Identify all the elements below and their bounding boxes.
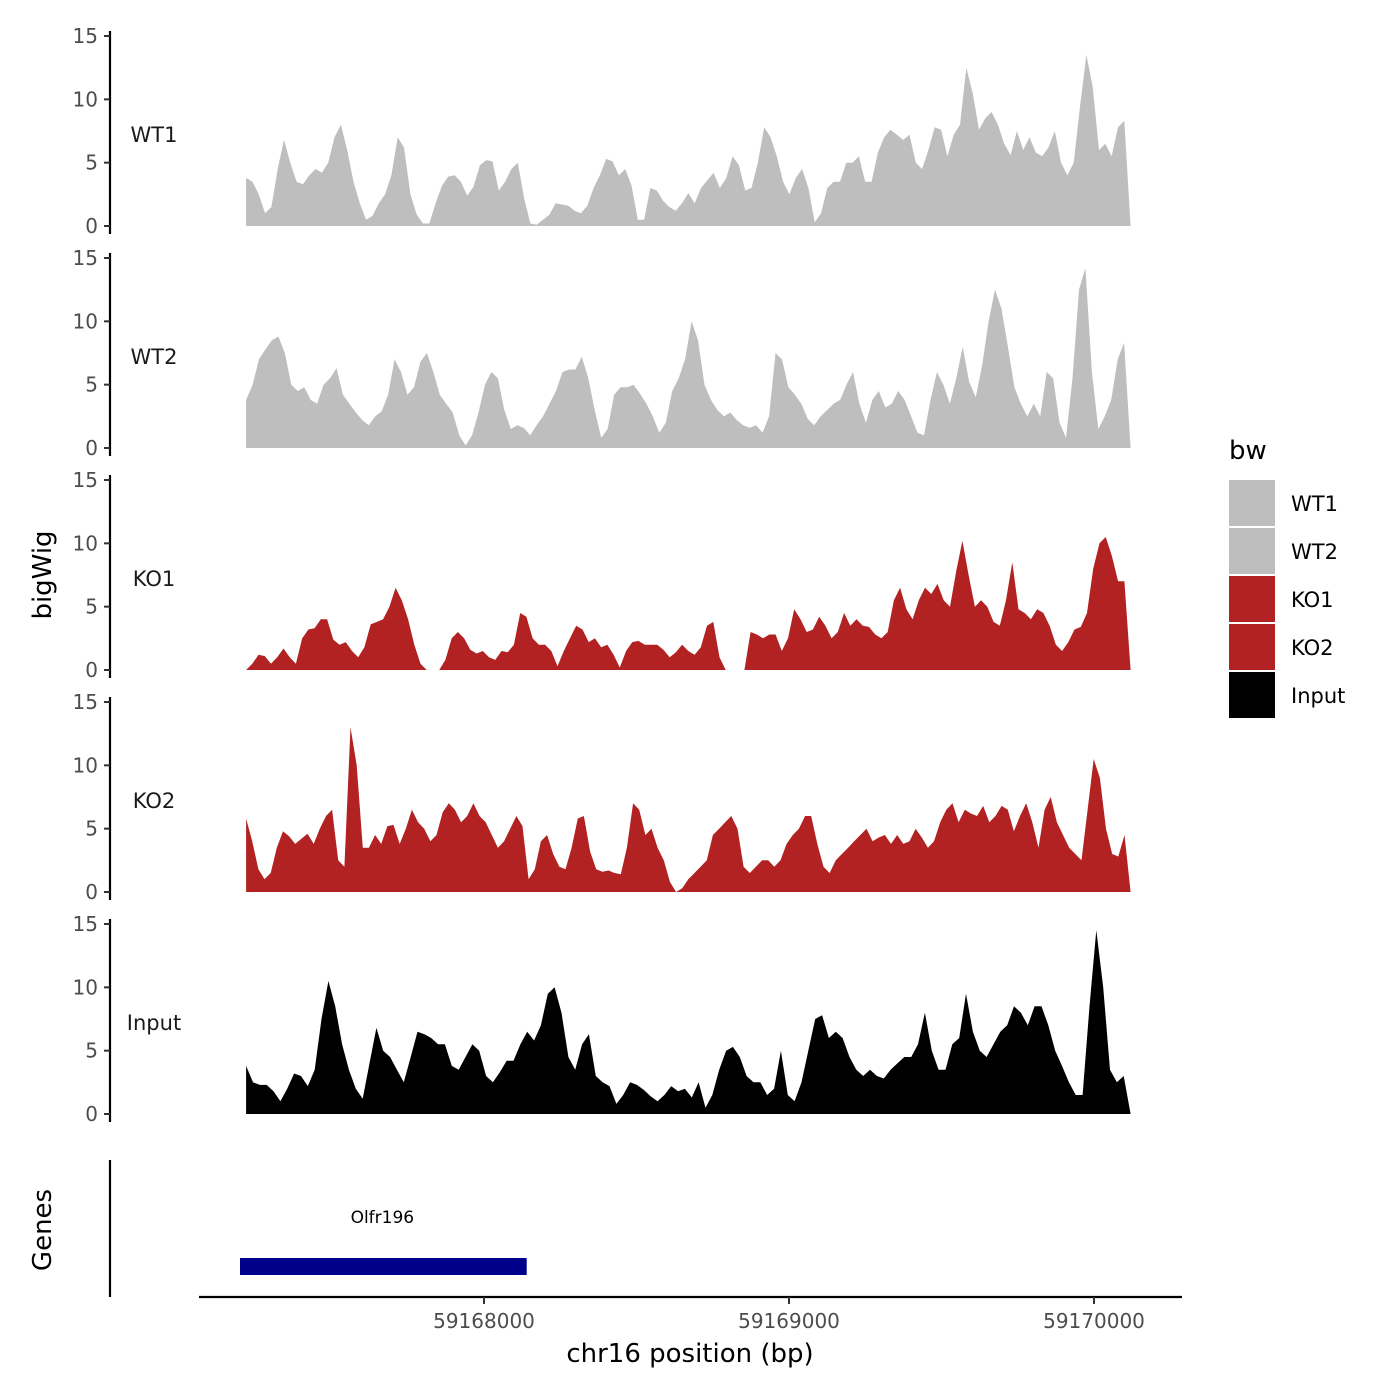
legend-key-wt1: [1229, 480, 1275, 526]
y-tick-label: 15: [73, 246, 98, 270]
area-ko2: [246, 727, 1131, 892]
legend-key-input: [1229, 672, 1275, 718]
legend-label-wt1: WT1: [1291, 492, 1338, 516]
legend-key-wt2: [1229, 528, 1275, 574]
legend-key-ko2: [1229, 624, 1275, 670]
y-tick-label: 15: [73, 468, 98, 492]
gene-bar-olfr196: [240, 1258, 527, 1275]
area-ko1: [246, 537, 1131, 670]
y-tick-label: 0: [85, 436, 98, 460]
signal-tracks: 0 5 10 15 WT1 0 5 10 15 WT2 0 5 10 15 KO1 0 5 10 15 KO2 0 5 10…: [73, 24, 1131, 1126]
legend-label-ko2: KO2: [1291, 636, 1334, 660]
y-tick-label: 10: [73, 531, 98, 555]
track-wt1: 0 5 10 15 WT1: [73, 24, 1131, 238]
legend-label-wt2: WT2: [1291, 540, 1338, 564]
genes-axis-title: Genes: [28, 1189, 58, 1271]
legend-title: bw: [1229, 436, 1267, 466]
y-tick-label: 5: [85, 151, 98, 175]
y-tick-label: 0: [85, 1102, 98, 1126]
y-tick-label: 10: [73, 753, 98, 777]
track-label-ko2: KO2: [133, 789, 176, 813]
y-tick-label: 5: [85, 1039, 98, 1063]
y-axis-title: bigWig: [28, 530, 58, 619]
area-wt2: [246, 268, 1131, 448]
legend-key-ko1: [1229, 576, 1275, 622]
legend: bw WT1 WT2 KO1 KO2 Input: [1229, 436, 1345, 718]
x-tick-label: 59169000: [738, 1309, 840, 1333]
track-wt2: 0 5 10 15 WT2: [73, 246, 1131, 460]
area-wt1: [246, 55, 1131, 226]
y-tick-label: 15: [73, 24, 98, 48]
y-tick-label: 10: [73, 309, 98, 333]
track-label-input: Input: [127, 1011, 181, 1035]
legend-label-ko1: KO1: [1291, 588, 1334, 612]
y-tick-label: 0: [85, 880, 98, 904]
track-input: 0 5 10 15 Input: [73, 912, 1131, 1126]
gene-label: Olfr196: [351, 1208, 415, 1228]
y-tick-label: 5: [85, 817, 98, 841]
legend-label-input: Input: [1291, 684, 1345, 708]
x-tick-label: 59170000: [1043, 1309, 1145, 1333]
y-tick-label: 5: [85, 595, 98, 619]
track-label-wt2: WT2: [131, 345, 178, 369]
y-tick-label: 10: [73, 87, 98, 111]
y-tick-label: 5: [85, 373, 98, 397]
area-input: [246, 930, 1131, 1114]
y-tick-label: 15: [73, 912, 98, 936]
y-tick-label: 0: [85, 658, 98, 682]
track-ko1: 0 5 10 15 KO1: [73, 468, 1131, 682]
x-axis-title: chr16 position (bp): [566, 1339, 813, 1369]
y-tick-label: 15: [73, 690, 98, 714]
x-tick-label: 59168000: [433, 1309, 535, 1333]
track-label-wt1: WT1: [131, 123, 178, 147]
genes-panel: Olfr196 Genes: [28, 1160, 527, 1297]
track-label-ko1: KO1: [133, 567, 176, 591]
y-tick-label: 10: [73, 975, 98, 999]
track-ko2: 0 5 10 15 KO2: [73, 690, 1131, 904]
x-axis: 59168000 59169000 59170000 chr16 position …: [199, 1295, 1182, 1369]
y-tick-label: 0: [85, 214, 98, 238]
